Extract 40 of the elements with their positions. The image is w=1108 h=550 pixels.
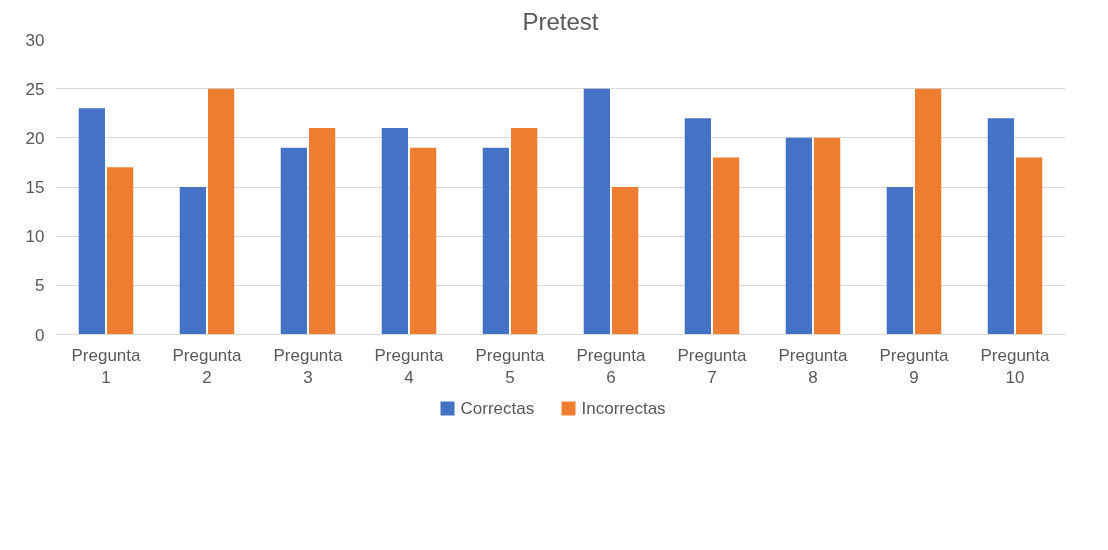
bar bbox=[684, 118, 711, 335]
bar bbox=[713, 157, 740, 335]
bar bbox=[583, 88, 610, 335]
bar bbox=[785, 137, 812, 335]
bar bbox=[208, 88, 235, 335]
bar bbox=[915, 88, 942, 335]
bar bbox=[309, 128, 336, 335]
x-tick-label: Pregunta 9 bbox=[879, 345, 950, 388]
bar bbox=[410, 147, 437, 335]
bar bbox=[511, 128, 538, 335]
bar bbox=[814, 137, 841, 335]
bar bbox=[886, 187, 913, 335]
y-tick-label: 30 bbox=[25, 30, 45, 50]
legend-label: Correctas bbox=[460, 399, 535, 418]
bar bbox=[78, 108, 105, 335]
y-tick-label: 5 bbox=[35, 276, 45, 296]
bar bbox=[179, 187, 206, 335]
legend-label: Incorrectas bbox=[581, 399, 666, 418]
y-tick-label: 10 bbox=[25, 227, 45, 247]
x-tick-label: Pregunta 3 bbox=[273, 345, 344, 388]
bar bbox=[280, 147, 307, 335]
bar bbox=[1016, 157, 1043, 335]
x-tick-label: Pregunta 10 bbox=[980, 345, 1051, 388]
x-tick-label: Pregunta 5 bbox=[475, 345, 546, 388]
x-tick-label: Pregunta 8 bbox=[778, 345, 849, 388]
y-tick-label: 0 bbox=[35, 325, 45, 345]
bar bbox=[612, 187, 639, 335]
y-tick-label: 20 bbox=[25, 128, 45, 148]
bar bbox=[482, 147, 509, 335]
bar bbox=[381, 128, 408, 335]
x-tick-label: Pregunta 4 bbox=[374, 345, 445, 388]
x-tick-label: Pregunta 6 bbox=[576, 345, 647, 388]
x-tick-label: Pregunta 1 bbox=[71, 345, 142, 388]
bar bbox=[987, 118, 1014, 335]
x-tick-label: Pregunta 7 bbox=[677, 345, 748, 388]
bar bbox=[107, 167, 134, 335]
chart-title: Pretest bbox=[522, 7, 599, 35]
y-tick-label: 15 bbox=[25, 178, 45, 197]
y-tick-label: 25 bbox=[25, 79, 45, 99]
x-tick-label: Pregunta 2 bbox=[172, 345, 243, 388]
